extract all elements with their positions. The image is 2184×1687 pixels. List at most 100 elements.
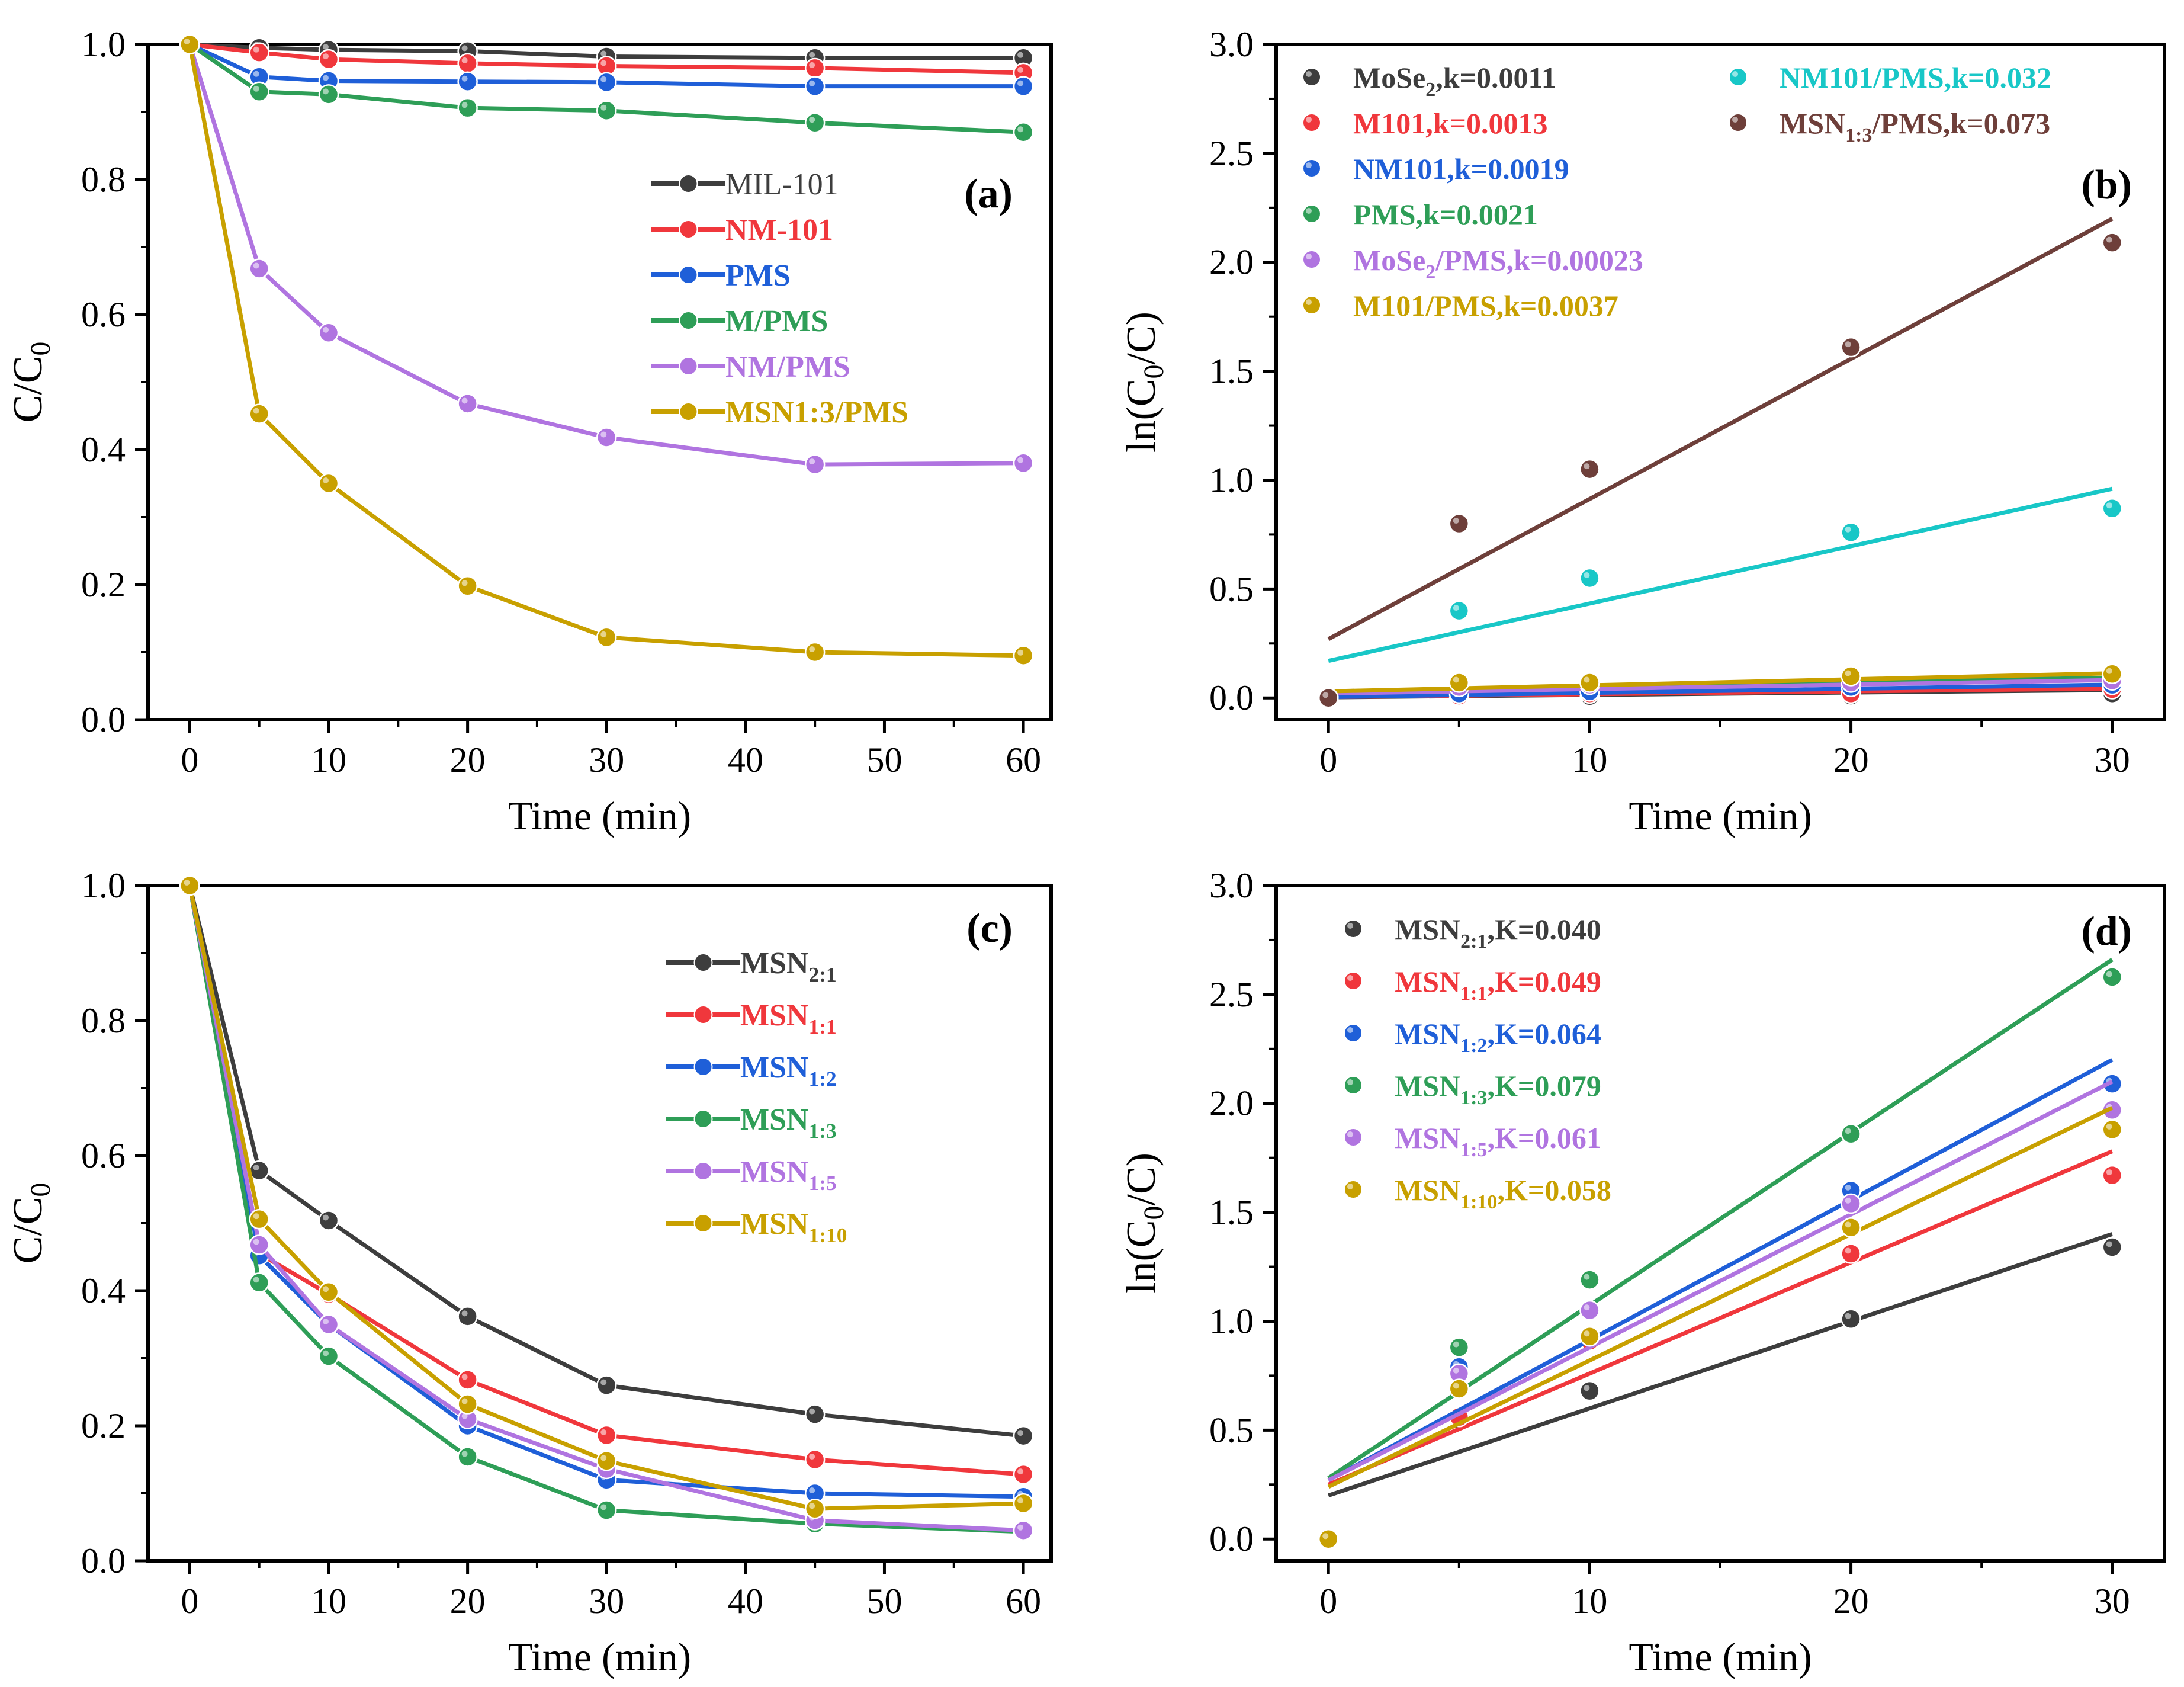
legend-label: MSN1:3 — [740, 1103, 837, 1143]
data-point — [1448, 600, 1470, 621]
legend-label-base: MoSe — [1353, 243, 1425, 277]
data-point-highlight — [2106, 971, 2112, 977]
y-tick-label: 3.0 — [1209, 25, 1254, 64]
x-tick-label: 20 — [450, 1582, 486, 1621]
data-point — [457, 1370, 478, 1390]
data-point-highlight — [253, 85, 259, 92]
data-point — [596, 1425, 617, 1446]
legend-label-text: M/PMS — [725, 304, 828, 338]
data-point-highlight — [461, 45, 468, 52]
data-point — [249, 1208, 269, 1230]
data-point-highlight — [600, 1455, 607, 1461]
data-point — [596, 1375, 617, 1396]
fit-line — [1328, 486, 2113, 663]
data-point-highlight — [461, 1451, 468, 1457]
legend-item: MIL-101 — [651, 168, 839, 201]
legend-label-base: MSN — [740, 999, 809, 1032]
legend-label: NM/PMS — [725, 350, 850, 384]
legend-label-sub: 1:2 — [809, 1067, 837, 1091]
data-point-highlight — [1017, 80, 1024, 86]
data-point — [318, 1314, 339, 1335]
data-point-highlight — [2106, 668, 2112, 674]
legend-item: MSN1:3/PMS — [651, 396, 908, 429]
data-point-highlight — [1584, 572, 1590, 578]
y-axis-label-sub: 0 — [25, 342, 56, 356]
data-point-highlight — [809, 117, 815, 123]
y-tick-label: 0.0 — [1209, 1519, 1254, 1558]
legend-item: NM101/PMS,k=0.032 — [1729, 61, 2051, 94]
fit-line — [1327, 1079, 2114, 1483]
y-tick-label: 1.0 — [81, 25, 126, 64]
legend-item: MSN1:3/PMS,k=0.073 — [1729, 107, 2050, 146]
x-tick-label: 10 — [1572, 740, 1607, 780]
data-point — [457, 53, 478, 74]
legend-label-text: NM/PMS — [725, 350, 850, 384]
legend-label-base: MSN — [740, 1155, 809, 1189]
legend-item: MSN2:1,K=0.040 — [1344, 913, 1601, 952]
legend-label-sub: 1:1 — [809, 1015, 837, 1038]
data-point — [1013, 1493, 1034, 1514]
legend-item: NM-101 — [651, 213, 833, 247]
series-2 — [179, 875, 1034, 1507]
legend-label-tail: ,k=0.0011 — [1435, 61, 1556, 94]
x-axis-label: Time (min) — [508, 1634, 691, 1679]
legend-label: MSN1:3/PMS,k=0.073 — [1780, 107, 2050, 146]
data-point-highlight — [461, 1310, 468, 1317]
legend-item: PMS — [651, 259, 791, 293]
y-axis-label-rest: /C) — [1119, 312, 1164, 364]
data-point-highlight — [461, 75, 468, 82]
y-axis-label: ln(C0/C) — [1119, 312, 1170, 453]
legend-item: MSN2:1 — [666, 947, 837, 986]
data-point-highlight — [1453, 605, 1459, 611]
data-point-highlight — [600, 631, 607, 637]
x-tick-label: 10 — [311, 740, 346, 780]
x-tick-label: 50 — [866, 1582, 902, 1621]
legend-marker — [1302, 159, 1321, 178]
data-point — [179, 875, 200, 896]
data-point — [1448, 513, 1470, 534]
data-point-highlight — [253, 1277, 259, 1283]
data-point-highlight — [1453, 676, 1459, 683]
data-point — [1013, 1464, 1034, 1485]
legend-item: MSN1:5,K=0.061 — [1344, 1121, 1601, 1161]
data-point-highlight — [461, 102, 468, 108]
data-point-highlight — [323, 1286, 329, 1292]
y-axis-label-main: C/C — [5, 356, 51, 423]
y-axis-label: ln(C0/C) — [1119, 1153, 1170, 1294]
legend-marker-highlight — [1306, 117, 1312, 123]
legend-label: MoSe2/PMS,k=0.00023 — [1353, 243, 1643, 283]
legend: MIL-101 NM-101 PMS M/PMS NM/PMS MSN1:3/PMS — [651, 168, 908, 429]
legend-label-base: MSN — [1395, 965, 1460, 998]
data-point — [804, 112, 826, 133]
data-point-highlight — [600, 76, 607, 82]
legend-label-sub: 1:3 — [1460, 1087, 1487, 1109]
data-point-highlight — [2106, 502, 2112, 509]
data-point-highlight — [809, 80, 815, 86]
data-point-highlight — [809, 1454, 815, 1460]
legend-item: MSN1:2 — [666, 1051, 837, 1091]
legend-marker — [679, 174, 698, 193]
data-point — [457, 1394, 478, 1415]
data-point-highlight — [323, 1214, 329, 1221]
legend-item: MSN1:5 — [666, 1155, 837, 1195]
legend-label-base: PMS,k=0.0021 — [1353, 198, 1538, 231]
data-point-highlight — [1453, 1367, 1459, 1374]
data-point-highlight — [600, 1504, 607, 1510]
x-tick-label: 10 — [1572, 1582, 1607, 1621]
legend-marker-highlight — [1306, 71, 1312, 77]
data-point-highlight — [323, 1350, 329, 1356]
data-point-highlight — [1453, 1383, 1459, 1389]
y-tick-label: 0.0 — [1209, 678, 1254, 717]
legend-label: M101,k=0.0013 — [1353, 107, 1548, 140]
legend-marker — [1344, 1076, 1363, 1095]
data-point-highlight — [1584, 676, 1590, 683]
legend-label: NM101,k=0.0019 — [1353, 152, 1569, 185]
data-point-highlight — [809, 646, 815, 652]
data-point-highlight — [253, 46, 259, 53]
series-4 — [1318, 1079, 2123, 1550]
data-point — [457, 97, 478, 118]
data-point-highlight — [1584, 463, 1590, 470]
y-tick-label: 0.4 — [81, 430, 126, 469]
data-point — [596, 627, 617, 648]
data-point — [318, 84, 339, 105]
